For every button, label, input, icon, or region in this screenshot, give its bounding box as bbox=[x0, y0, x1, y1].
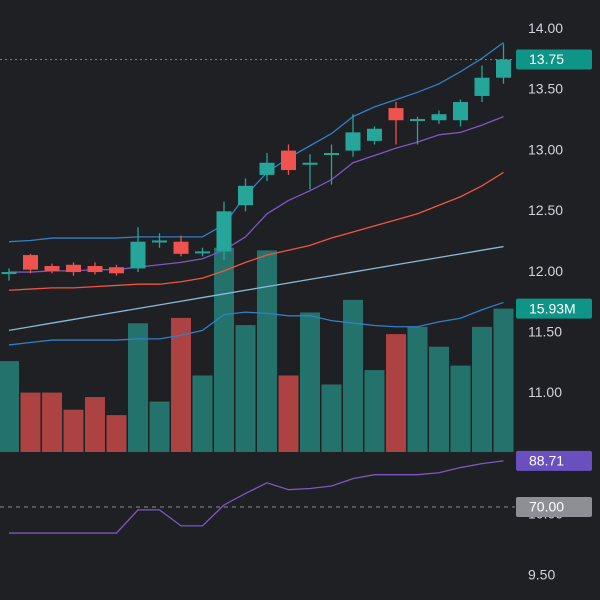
volume-bar bbox=[493, 308, 514, 452]
volume-bar bbox=[85, 397, 105, 452]
rsi-line bbox=[9, 460, 504, 534]
volume-bar bbox=[63, 409, 84, 452]
last-price-label-box bbox=[516, 49, 592, 70]
volume-bar bbox=[128, 323, 148, 452]
candle-body bbox=[23, 255, 38, 270]
y-tick-label: 12.00 bbox=[528, 263, 563, 279]
candle-body bbox=[1, 272, 17, 275]
volume-bar bbox=[149, 401, 170, 452]
candle-body bbox=[66, 264, 81, 273]
candle-body bbox=[281, 150, 296, 171]
candle-body bbox=[453, 102, 468, 121]
volume-bar bbox=[364, 370, 385, 452]
indicator-line bbox=[8, 41, 504, 243]
rsi-level-label-box bbox=[516, 496, 592, 517]
last-price-label: 13.75 bbox=[529, 51, 564, 67]
candle-body bbox=[388, 108, 404, 121]
candle-body bbox=[410, 119, 425, 122]
y-tick-label: 14.00 bbox=[528, 20, 563, 36]
volume-bar bbox=[42, 392, 62, 452]
volume-bar bbox=[429, 346, 449, 452]
volume-label: 15.93M bbox=[529, 300, 576, 316]
candle-body bbox=[109, 267, 124, 274]
volume-bar bbox=[257, 250, 277, 452]
candle-body bbox=[44, 265, 60, 271]
y-tick-label: 13.50 bbox=[528, 81, 563, 97]
rsi-label-box bbox=[516, 450, 592, 471]
candle-body bbox=[173, 241, 189, 254]
candle-body bbox=[431, 114, 447, 121]
y-tick-label: 9.50 bbox=[528, 566, 555, 582]
rsi-label: 88.71 bbox=[529, 453, 564, 469]
candle-body bbox=[87, 265, 103, 273]
volume-bar bbox=[171, 317, 191, 452]
volume-bar bbox=[192, 375, 213, 452]
candle-body bbox=[238, 185, 253, 206]
candle-body bbox=[195, 251, 210, 254]
rsi-level-label: 70.00 bbox=[529, 499, 564, 515]
candle-body bbox=[302, 162, 318, 165]
candle-body bbox=[324, 153, 339, 156]
volume-bar bbox=[300, 312, 320, 452]
volume-bar bbox=[472, 326, 492, 452]
volume-bar bbox=[0, 361, 19, 452]
volume-label-box bbox=[516, 298, 592, 319]
y-tick-label: 12.50 bbox=[528, 202, 563, 218]
candle-body bbox=[130, 241, 146, 269]
y-tick-label: 13.00 bbox=[528, 141, 563, 157]
volume-bar bbox=[278, 375, 299, 452]
volume-bar bbox=[450, 365, 471, 452]
volume-bar bbox=[343, 299, 363, 452]
candle-body bbox=[152, 240, 167, 243]
volume-bar bbox=[214, 247, 234, 452]
volume-bar bbox=[20, 392, 41, 452]
y-tick-label: 11.00 bbox=[528, 384, 562, 400]
candle-body bbox=[216, 211, 232, 252]
volume-bar bbox=[407, 326, 428, 452]
volume-bar bbox=[386, 334, 406, 452]
candle-body bbox=[259, 162, 275, 175]
candle-body bbox=[474, 77, 490, 96]
indicator-line bbox=[8, 245, 504, 332]
candle-body bbox=[367, 128, 382, 141]
volume-bar bbox=[106, 415, 127, 452]
candle-body bbox=[345, 132, 361, 151]
y-tick-label: 11.50 bbox=[528, 323, 562, 339]
candle-body bbox=[496, 59, 511, 78]
indicator-line bbox=[8, 301, 504, 346]
indicator-line bbox=[8, 171, 504, 291]
volume-bar bbox=[235, 325, 256, 452]
volume-bar bbox=[321, 384, 342, 452]
